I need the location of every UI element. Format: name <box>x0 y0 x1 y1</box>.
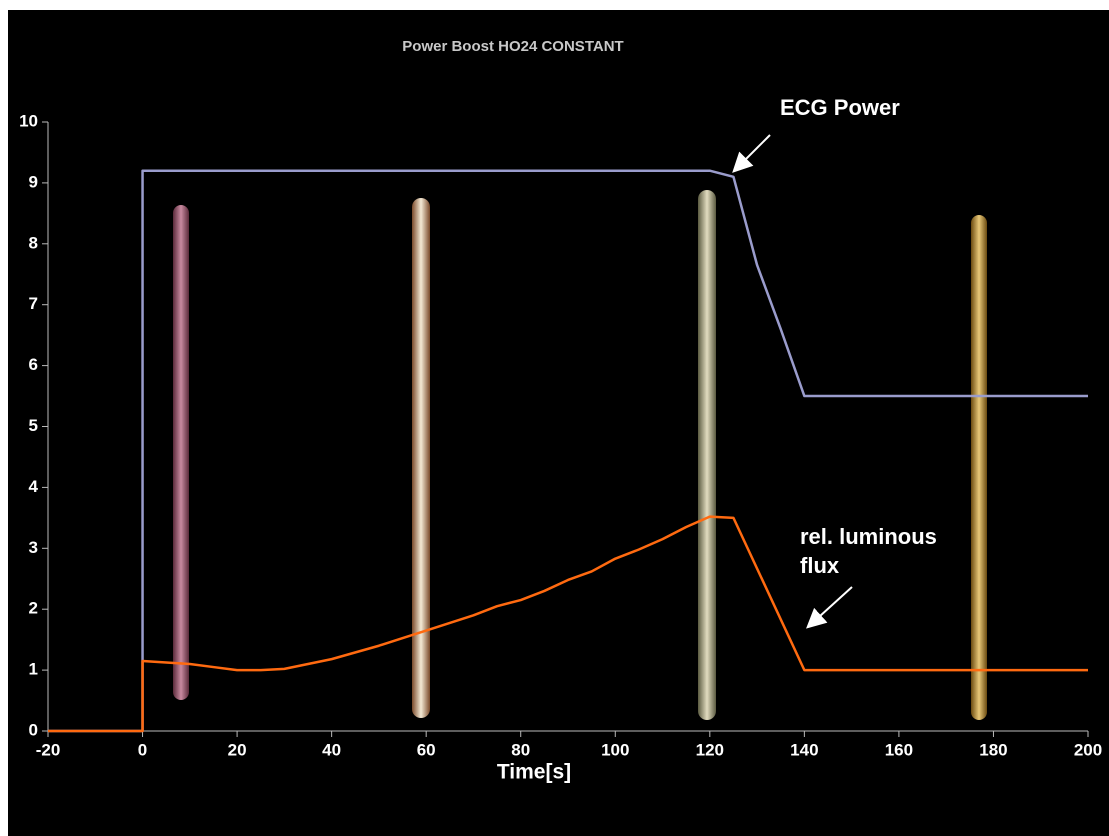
y-tick-label: 9 <box>29 172 38 191</box>
y-tick-label: 6 <box>29 355 38 374</box>
annotation-arrow <box>806 586 853 629</box>
line-series <box>48 515 1088 733</box>
x-tick-label: 200 <box>1074 740 1102 759</box>
y-tick-label: 3 <box>29 538 38 557</box>
y-tick-label: 7 <box>29 294 38 313</box>
x-tick-label: 160 <box>885 740 913 759</box>
y-tick-label: 4 <box>29 477 39 496</box>
x-tick-label: 140 <box>790 740 818 759</box>
y-tick-label: 8 <box>29 233 38 252</box>
chart-title: Power Boost HO24 CONSTANT <box>402 38 623 55</box>
lamp-photo <box>971 215 987 720</box>
x-axis-label: Time[s] <box>497 761 571 784</box>
plot-background <box>8 10 1109 836</box>
y-tick-label: 0 <box>29 720 38 739</box>
x-tick-label: 60 <box>417 740 436 759</box>
x-tick-label: 100 <box>601 740 629 759</box>
x-tick-label: 120 <box>696 740 724 759</box>
x-tick-label: 40 <box>322 740 341 759</box>
lamp-photo <box>173 205 189 700</box>
lamp-photo <box>698 190 716 720</box>
annotation-arrow <box>732 134 771 173</box>
lamp-photo <box>412 198 430 718</box>
y-tick-label: 1 <box>29 660 38 679</box>
y-tick-label: 2 <box>29 599 38 618</box>
x-tick-label: 20 <box>228 740 247 759</box>
line-series <box>48 169 1088 733</box>
y-tick-label: 10 <box>19 111 38 130</box>
x-tick-label: 80 <box>511 740 530 759</box>
x-tick-label: 180 <box>979 740 1007 759</box>
annotation: rel. luminous flux <box>800 524 937 578</box>
x-tick-label: -20 <box>36 740 61 759</box>
annotation: ECG Power <box>780 95 900 120</box>
x-tick-label: 0 <box>138 740 147 759</box>
y-tick-label: 5 <box>29 416 38 435</box>
